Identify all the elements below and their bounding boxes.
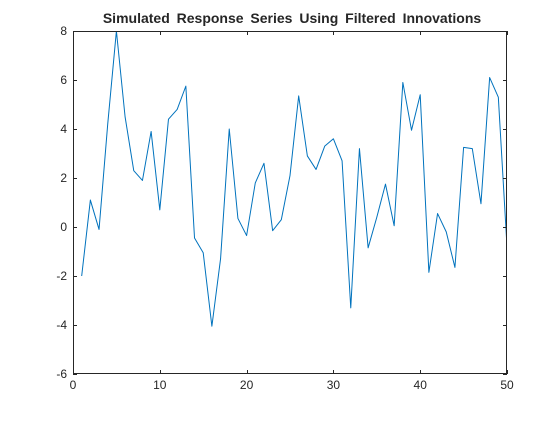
plot-area [73,31,507,374]
x-tick-label: 40 [414,378,428,392]
x-tick-label: 30 [327,378,341,392]
x-tick-label: 20 [240,378,254,392]
x-tick-label: 10 [153,378,167,392]
y-tick-label: -4 [56,318,67,332]
y-tick-label: 8 [60,24,67,38]
y-tick-label: 0 [60,220,67,234]
x-tick-label: 50 [500,378,514,392]
axes: 0 10 20 30 40 50 -6 -4 -2 0 2 4 6 8 [56,24,514,392]
series-line [81,31,507,327]
y-tick-label: -6 [56,367,67,381]
y-tick-label: -2 [56,269,67,283]
chart-title: Simulated Response Series Using Filtered… [103,10,482,26]
y-tick-label: 4 [60,122,67,136]
axes-box [73,31,507,374]
x-tick-label: 0 [70,378,77,392]
y-tick-label: 2 [60,171,67,185]
y-tick-label: 6 [60,73,67,87]
